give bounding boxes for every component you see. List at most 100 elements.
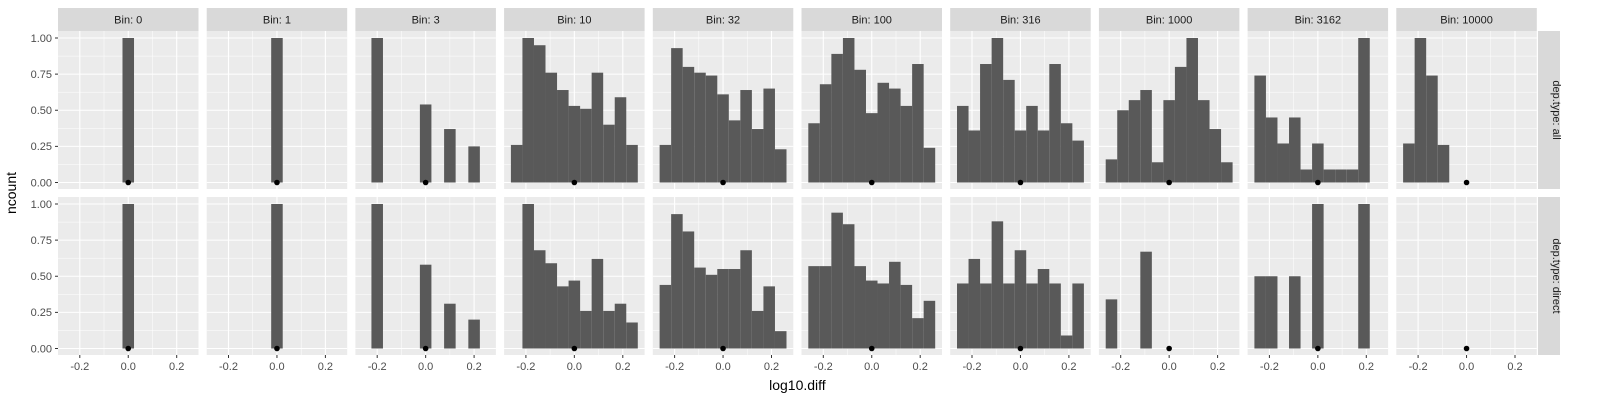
histogram-bar (580, 108, 592, 183)
histogram-bar (991, 38, 1004, 183)
x-tick-label: -0.2 (665, 361, 684, 373)
facet-strip-column (950, 8, 1091, 31)
histogram-bar (842, 224, 855, 349)
histogram-bar (923, 147, 936, 183)
histogram-bar (1072, 140, 1084, 183)
facet-strip-label: Bin: 316 (1000, 15, 1040, 27)
histogram-bar (591, 72, 604, 183)
reference-point (1463, 345, 1470, 352)
x-tick-label: 0.2 (1359, 361, 1374, 373)
histogram-bar (728, 269, 741, 349)
histogram-bar (900, 284, 913, 349)
histogram-bar (1414, 38, 1427, 183)
histogram-bar (865, 113, 878, 183)
y-tick-label: 0.50 (31, 105, 52, 117)
histogram-bar (980, 64, 992, 183)
x-tick-label: -0.2 (1409, 361, 1428, 373)
x-tick-label: 0.0 (121, 361, 136, 373)
x-tick-label: -0.2 (963, 361, 982, 373)
facet-panel (950, 197, 1091, 355)
histogram-bar (1265, 276, 1278, 349)
reference-point (720, 179, 726, 186)
facet-panel (652, 31, 794, 189)
histogram-bar (1117, 110, 1129, 183)
x-tick-label: 0.2 (1061, 361, 1076, 373)
histogram-bar (1209, 129, 1222, 183)
facet-panel (950, 31, 1091, 189)
y-tick-label: 0.00 (31, 177, 52, 189)
histogram-bar (1049, 64, 1061, 183)
facet-panel (504, 197, 645, 355)
histogram-bar (1014, 250, 1027, 349)
histogram-bar (740, 90, 752, 183)
histogram-bar (591, 258, 604, 349)
facet-panel (504, 31, 645, 189)
histogram-bar (980, 283, 992, 349)
histogram-bar (1105, 299, 1118, 349)
histogram-bar (717, 269, 729, 349)
histogram-bar (694, 267, 706, 349)
x-tick-label: 0.0 (864, 361, 879, 373)
histogram-bar (751, 310, 764, 349)
histogram-bar (763, 88, 775, 183)
facet-panel (206, 197, 348, 355)
histogram-bar (1312, 143, 1324, 183)
facet-panel (355, 197, 496, 355)
facet-strip-column (58, 8, 199, 31)
x-tick-label: 0.0 (1013, 361, 1028, 373)
y-tick-label: 1.00 (31, 199, 52, 211)
reference-point (274, 345, 280, 352)
y-tick-label: 0.25 (31, 307, 52, 319)
facet-panel (801, 197, 942, 355)
x-tick-label: 0.2 (318, 361, 333, 373)
facet-strip-row-label: dep.type: all (1550, 80, 1562, 139)
histogram-bar (1037, 130, 1050, 183)
facet-strip-label: Bin: 32 (706, 15, 740, 27)
histogram-bar (1335, 169, 1347, 183)
histogram-bar (1140, 90, 1152, 183)
reference-point (571, 345, 578, 352)
facet-panel (58, 31, 199, 189)
reference-point (1315, 179, 1321, 186)
histogram-bar (522, 204, 534, 349)
reference-point (868, 345, 875, 352)
histogram-bar (751, 129, 764, 183)
histogram-bar (271, 204, 283, 349)
histogram-bar (1254, 75, 1266, 183)
histogram-bar (1277, 143, 1289, 183)
x-tick-label: 0.2 (615, 361, 630, 373)
histogram-bar (968, 130, 981, 183)
x-tick-label: 0.2 (913, 361, 928, 373)
histogram-bar (371, 204, 383, 349)
x-tick-label: -0.2 (219, 361, 238, 373)
y-tick-label: 0.25 (31, 141, 52, 153)
histogram-bar (614, 303, 627, 349)
facet-panel (206, 31, 348, 189)
facet-strip-row (1538, 197, 1560, 355)
facet-panel (58, 197, 199, 355)
facet-panel (1396, 197, 1537, 355)
facet-panel (652, 197, 794, 355)
histogram-bar (1105, 159, 1118, 183)
histogram-bar (1128, 100, 1141, 183)
histogram-bar (659, 144, 672, 183)
histogram-bar (1254, 276, 1266, 349)
histogram-bar (510, 144, 523, 183)
histogram-bar (545, 72, 558, 183)
facet-panel (355, 31, 496, 189)
histogram-bar (1060, 123, 1073, 183)
facet-strip-label: Bin: 1 (263, 15, 291, 27)
histogram-bar (626, 322, 638, 349)
x-tick-label: 0.0 (1310, 361, 1325, 373)
reference-point (125, 345, 132, 352)
histogram-bar (854, 266, 866, 349)
histogram-bar (568, 280, 581, 349)
histogram-bar (671, 214, 683, 349)
histogram-bar (968, 258, 981, 349)
histogram-bar (808, 266, 820, 349)
histogram-bar (557, 90, 569, 183)
x-tick-label: 0.2 (764, 361, 779, 373)
histogram-bar (371, 38, 383, 183)
histogram-bar (1003, 79, 1015, 183)
x-tick-label: 0.0 (715, 361, 730, 373)
